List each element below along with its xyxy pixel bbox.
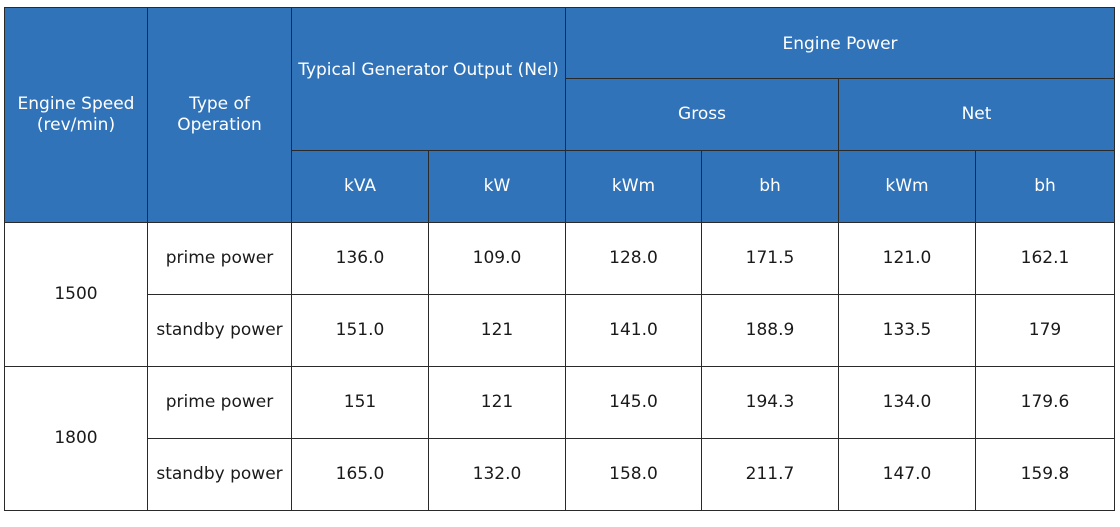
type-of-operation-header: Type of Operation	[147, 7, 292, 223]
value-cell: 151.0	[291, 294, 429, 367]
unit-header-net-bh: bh	[974, 150, 1116, 223]
value-cell: 171.5	[701, 222, 839, 295]
operation-cell: standby power	[147, 438, 292, 511]
value-cell: 109.0	[428, 222, 566, 295]
value-cell: 151	[291, 366, 429, 439]
value-cell: 211.7	[701, 438, 839, 511]
value-cell: 162.1	[974, 222, 1116, 295]
value-cell: 145.0	[565, 366, 702, 439]
value-cell: 121.0	[838, 222, 976, 295]
value-cell: 194.3	[701, 366, 839, 439]
table-row: standby power 151.0 121 141.0 188.9 133.…	[5, 294, 1116, 367]
unit-header-gross-bh: bh	[701, 150, 839, 223]
table-row: 1500 prime power 136.0 109.0 128.0 171.5…	[4, 222, 1116, 367]
value-cell: 147.0	[838, 438, 976, 511]
unit-header-kva: kVA	[291, 150, 429, 223]
net-header: Net	[837, 78, 1116, 151]
value-cell: 179	[974, 294, 1116, 367]
value-cell: 121	[428, 294, 566, 367]
engine-speed-header: Engine Speed (rev/min)	[4, 7, 148, 223]
value-cell: 141.0	[565, 294, 702, 367]
value-cell: 136.0	[291, 222, 429, 295]
typical-generator-output-header: Typical Generator Output (Nel)	[291, 7, 566, 151]
value-cell: 188.9	[701, 294, 839, 367]
operation-cell: prime power	[147, 366, 292, 439]
unit-header-net-kwm: kWm	[838, 150, 976, 223]
unit-header-gross-kwm: kWm	[565, 150, 702, 223]
value-cell: 165.0	[291, 438, 429, 511]
value-cell: 158.0	[565, 438, 702, 511]
table-row: standby power 165.0 132.0 158.0 211.7 14…	[5, 438, 1116, 511]
value-cell: 133.5	[838, 294, 976, 367]
engine-power-header: Engine Power	[564, 7, 1116, 79]
value-cell: 132.0	[428, 438, 566, 511]
value-cell: 128.0	[565, 222, 702, 295]
unit-header-kw: kW	[428, 150, 566, 223]
engine-speed-cell: 1800	[4, 366, 148, 511]
value-cell: 121	[428, 366, 566, 439]
operation-cell: prime power	[147, 222, 292, 295]
operation-cell: standby power	[147, 294, 292, 367]
value-cell: 134.0	[838, 366, 976, 439]
value-cell: 179.6	[974, 366, 1116, 439]
engine-power-table: Engine Speed (rev/min) Type of Operation…	[4, 7, 1116, 511]
engine-speed-cell: 1500	[4, 222, 148, 367]
value-cell: 159.8	[974, 438, 1116, 511]
gross-header: Gross	[565, 78, 839, 151]
table-row: 1800 prime power 151 121 145.0 194.3 134…	[4, 366, 1116, 511]
